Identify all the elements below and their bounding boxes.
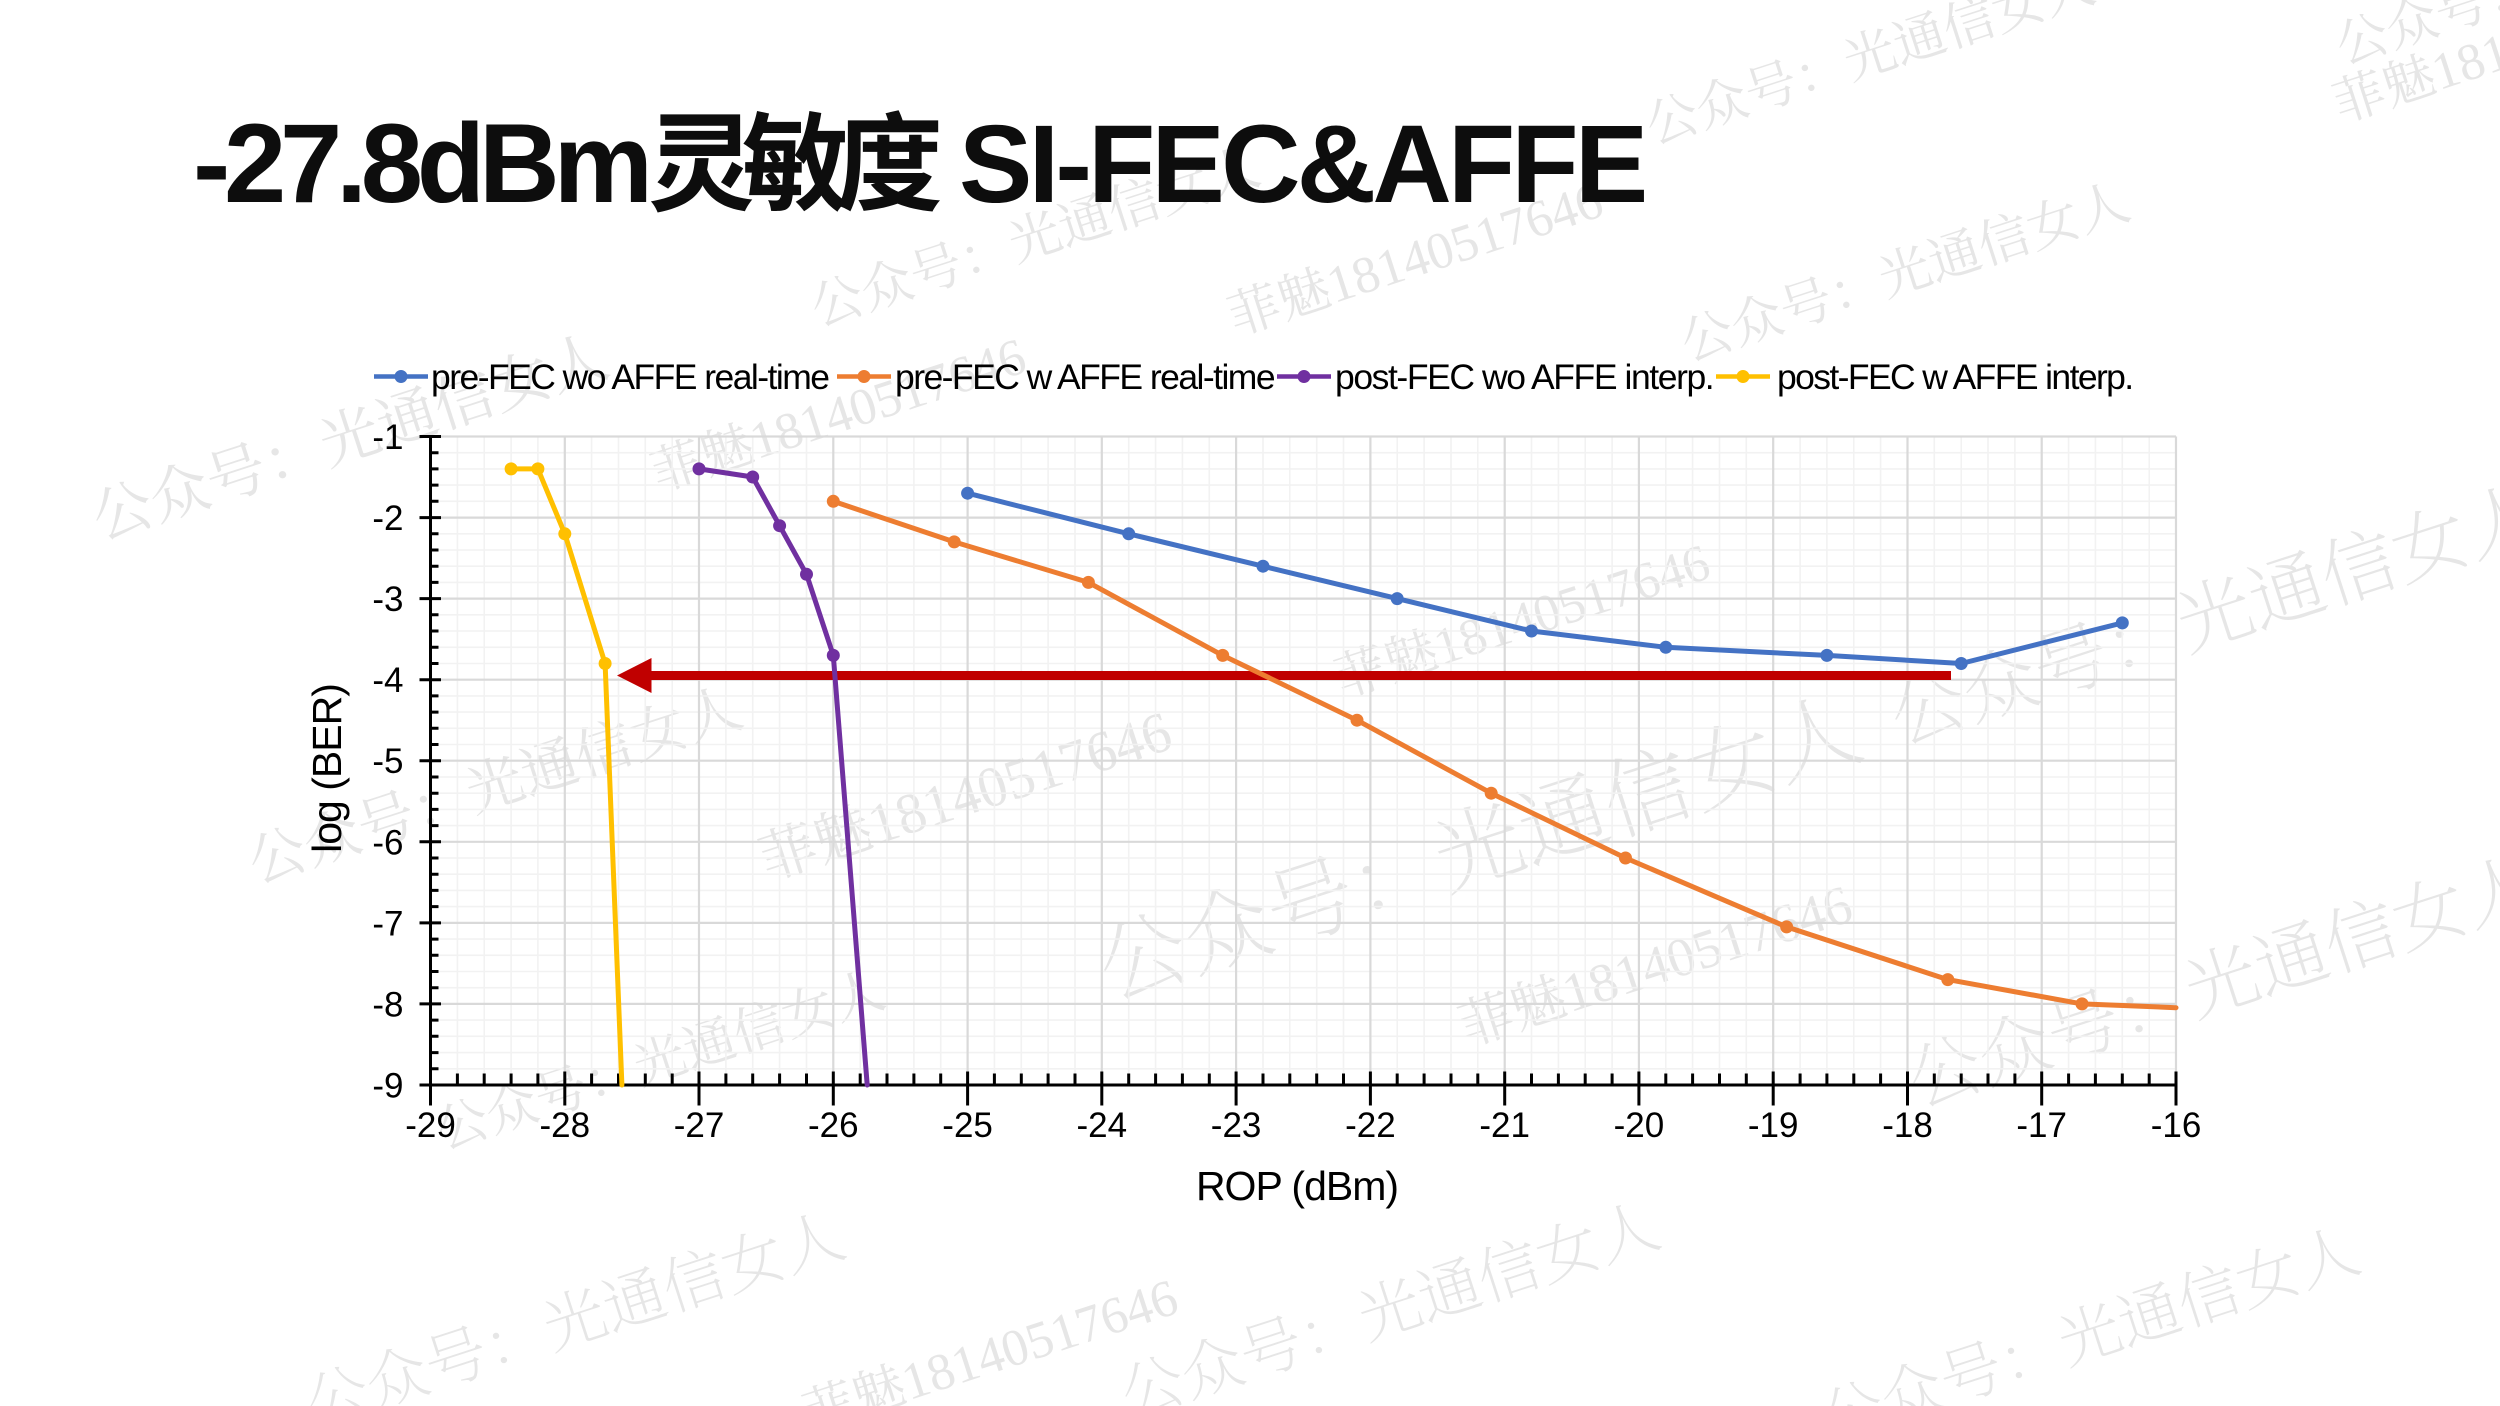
svg-text:-26: -26 (808, 1106, 859, 1145)
svg-text:post-FEC wo AFFE interp.: post-FEC wo AFFE interp. (1335, 357, 1713, 397)
svg-text:-7: -7 (372, 904, 403, 943)
svg-text:-22: -22 (1345, 1106, 1396, 1145)
svg-text:-27: -27 (674, 1106, 725, 1145)
svg-text:SI-FEC&AFFE: SI-FEC&AFFE (959, 103, 1645, 226)
svg-text:-20: -20 (1614, 1106, 1665, 1145)
svg-text:-2: -2 (372, 499, 403, 538)
svg-text:log (BER): log (BER) (304, 684, 350, 853)
svg-text:-4: -4 (372, 661, 403, 700)
svg-text:-5: -5 (372, 742, 403, 781)
svg-text:-25: -25 (942, 1106, 993, 1145)
svg-text:-21: -21 (1479, 1106, 1530, 1145)
svg-text:-24: -24 (1077, 1106, 1128, 1145)
svg-text:post-FEC w AFFE interp.: post-FEC w AFFE interp. (1777, 357, 2133, 397)
svg-text:-9: -9 (372, 1067, 403, 1106)
svg-text:-6: -6 (372, 823, 403, 862)
svg-text:-29: -29 (405, 1106, 456, 1145)
svg-text:-27.8dBm: -27.8dBm (193, 101, 647, 226)
svg-text:-16: -16 (2151, 1106, 2202, 1145)
svg-text:-17: -17 (2016, 1106, 2067, 1145)
svg-text:-18: -18 (1882, 1106, 1933, 1145)
svg-text:ROP (dBm): ROP (dBm) (1196, 1163, 1398, 1209)
svg-text:-23: -23 (1211, 1106, 1262, 1145)
svg-text:pre-FEC wo AFFE real-time: pre-FEC wo AFFE real-time (431, 357, 829, 397)
svg-text:-8: -8 (372, 985, 403, 1024)
svg-text:pre-FEC w AFFE real-time: pre-FEC w AFFE real-time (895, 357, 1275, 397)
svg-text:-19: -19 (1748, 1106, 1799, 1145)
svg-text:-3: -3 (372, 580, 403, 619)
svg-text:-1: -1 (372, 418, 403, 457)
svg-text:-28: -28 (540, 1106, 591, 1145)
